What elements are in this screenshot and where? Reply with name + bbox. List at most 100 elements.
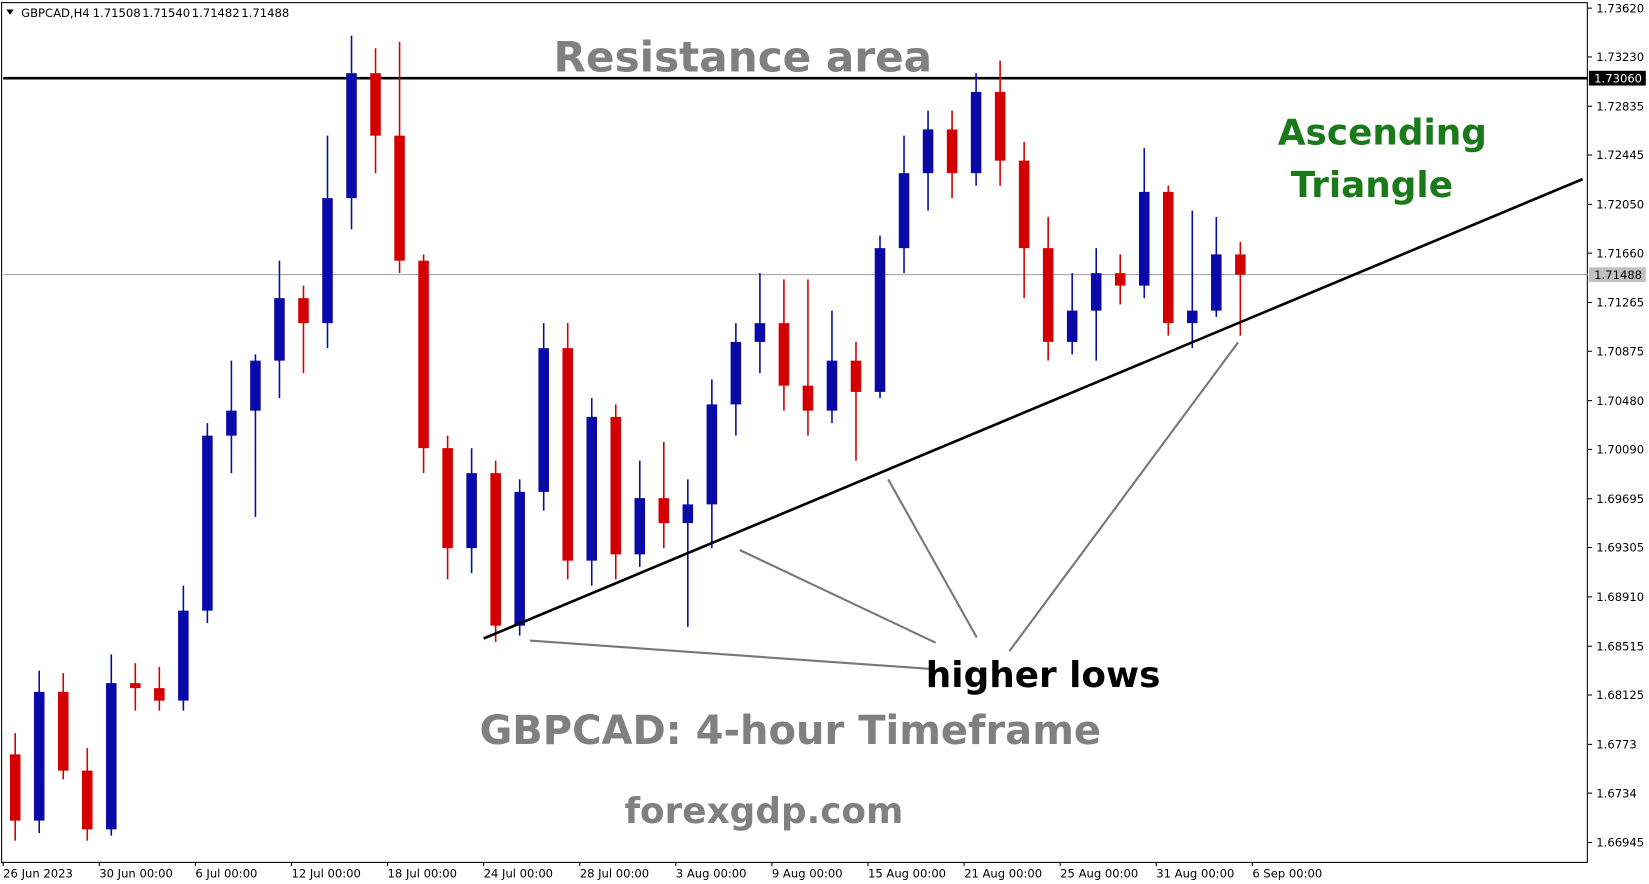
info-high: 1.71540 xyxy=(142,6,190,20)
y-tick-label: 1.72050 xyxy=(1596,198,1644,212)
x-tick-label: 3 Aug 00:00 xyxy=(676,867,747,881)
y-tick-label: 1.71265 xyxy=(1596,296,1644,310)
x-tick-label: 6 Jul 00:00 xyxy=(195,867,257,881)
candle-body xyxy=(970,91,982,174)
candle-body xyxy=(178,610,189,701)
pattern-label: Triangle xyxy=(1291,165,1453,206)
candle-body xyxy=(634,498,646,555)
price-tag-label: 1.71488 xyxy=(1594,268,1642,282)
site-label: forexgdp.com xyxy=(624,791,903,832)
candle-body xyxy=(490,473,501,626)
x-tick-label: 12 Jul 00:00 xyxy=(291,867,360,881)
candle-body xyxy=(346,73,357,199)
y-tick-label: 1.72445 xyxy=(1596,148,1644,162)
candle-body xyxy=(946,129,958,174)
x-tick-label: 31 Aug 00:00 xyxy=(1156,867,1234,881)
price-tag xyxy=(1588,267,1646,283)
y-tick-label: 1.6773 xyxy=(1596,738,1637,752)
x-tick-label: 24 Jul 00:00 xyxy=(484,867,553,881)
candle-body xyxy=(370,73,381,136)
y-tick-label: 1.68910 xyxy=(1596,590,1644,604)
candle-body xyxy=(802,385,814,411)
candle-body xyxy=(754,323,766,342)
trend-line xyxy=(483,177,1584,640)
candle-body xyxy=(9,754,21,821)
candle-body xyxy=(442,448,453,549)
candle-body xyxy=(33,691,45,821)
y-tick-label: 1.71660 xyxy=(1596,246,1644,260)
y-tick-label: 1.68515 xyxy=(1596,639,1644,653)
timeframe-label: GBPCAD: 4-hour Timeframe xyxy=(479,708,1101,754)
x-tick-label: 18 Jul 00:00 xyxy=(388,867,457,881)
candle-body xyxy=(202,435,213,611)
lows-label: higher lows xyxy=(926,655,1161,696)
candle-body xyxy=(57,691,69,771)
candle-body xyxy=(994,91,1006,161)
y-tick-label: 1.69695 xyxy=(1596,492,1644,506)
x-tick-label: 15 Aug 00:00 xyxy=(868,867,946,881)
x-tick-label: 9 Aug 00:00 xyxy=(772,867,843,881)
candle-body xyxy=(1018,160,1030,249)
y-tick-label: 1.70875 xyxy=(1596,344,1644,358)
candle-body xyxy=(1163,191,1174,324)
x-tick-label: 30 Jun 00:00 xyxy=(99,867,173,881)
candle-body xyxy=(874,248,886,392)
info-arrow xyxy=(6,9,14,15)
resistance-tag-label: 1.73060 xyxy=(1594,71,1642,85)
candle-body xyxy=(130,683,141,689)
resistance-tag xyxy=(1588,70,1646,86)
candle-body xyxy=(922,129,934,174)
candle-body xyxy=(850,360,862,392)
candle-body xyxy=(562,348,573,561)
candle-body xyxy=(1042,248,1054,342)
candle-body xyxy=(514,491,525,626)
candle-body xyxy=(1211,254,1222,311)
info-low: 1.71482 xyxy=(192,6,240,20)
candle-body xyxy=(322,198,333,324)
y-tick-label: 1.70090 xyxy=(1596,443,1644,457)
resistance-label: Resistance area xyxy=(554,33,933,82)
y-tick-label: 1.73620 xyxy=(1596,1,1644,15)
y-tick-label: 1.70480 xyxy=(1596,394,1644,408)
candle-body xyxy=(82,770,93,830)
candle-body xyxy=(1235,254,1246,275)
candle-body xyxy=(1066,310,1078,342)
candle-body xyxy=(466,473,477,549)
x-tick-label: 21 Aug 00:00 xyxy=(964,867,1042,881)
candle-body xyxy=(730,341,742,405)
candle-body xyxy=(826,360,838,411)
y-tick-label: 1.66945 xyxy=(1596,836,1644,850)
candle-body xyxy=(778,323,790,386)
candle-body xyxy=(394,135,405,261)
y-tick-label: 1.69305 xyxy=(1596,541,1644,555)
candle-body xyxy=(154,688,165,701)
info-symbol: GBPCAD,H4 xyxy=(21,6,90,20)
candle-body xyxy=(538,348,549,492)
pattern-label: Ascending xyxy=(1278,112,1487,153)
candle-body xyxy=(274,298,285,361)
candle-body xyxy=(106,683,117,830)
candle-body xyxy=(706,404,718,505)
x-tick-label: 28 Jul 00:00 xyxy=(580,867,649,881)
candle-body xyxy=(586,416,598,561)
candle-body xyxy=(898,173,910,249)
candle-body xyxy=(682,504,694,524)
candle-body xyxy=(1138,191,1150,286)
candle-body xyxy=(610,416,622,555)
candle-body xyxy=(418,260,429,449)
candle-body xyxy=(250,360,261,411)
y-tick-label: 1.68125 xyxy=(1596,688,1644,702)
x-tick-label: 25 Aug 00:00 xyxy=(1060,867,1138,881)
x-tick-label: 6 Sep 00:00 xyxy=(1252,867,1322,881)
plot-frame xyxy=(1,2,1588,863)
candle-body xyxy=(226,410,237,436)
info-open: 1.71508 xyxy=(93,6,141,20)
y-tick-label: 1.72835 xyxy=(1596,99,1644,113)
candle-body xyxy=(1187,310,1198,324)
y-tick-label: 1.6734 xyxy=(1596,786,1637,800)
info-close: 1.71488 xyxy=(241,6,289,20)
candle-body xyxy=(1090,273,1102,311)
